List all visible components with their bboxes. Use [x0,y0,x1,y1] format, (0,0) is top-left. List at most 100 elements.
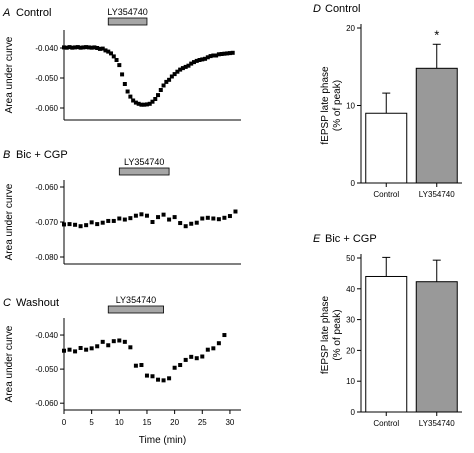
data-point [164,79,169,84]
data-point [78,224,83,229]
data-point [62,222,66,227]
bar [365,112,408,184]
data-point [95,222,100,227]
data-point [169,74,174,79]
panel-letter: B [3,149,10,161]
data-point [167,376,172,381]
data-point [230,50,235,55]
panel-title: Bic + CGP [16,149,68,161]
drug-label: LY354740 [124,157,164,167]
significance-marker: * [434,27,439,42]
panel-title: Control [325,3,360,15]
data-point [205,347,210,352]
data-point [147,101,152,106]
y-tick-label: 0 [351,408,356,417]
data-point [78,45,83,50]
data-point [144,213,149,218]
panel-letter: C [3,297,11,309]
data-point [100,220,105,225]
data-point [67,222,72,227]
data-point [156,377,161,382]
x-axis-label: Time (min) [139,435,186,446]
data-point [75,45,80,50]
y-tick-label: 20 [346,24,355,33]
data-point [183,224,188,229]
data-point [225,51,230,56]
data-point [211,216,216,221]
data-point [200,216,205,221]
data-point [161,212,166,217]
y-tick-label: -0.080 [35,253,58,262]
x-tick-label: 20 [170,418,179,427]
data-point [172,215,177,220]
data-point [191,60,196,65]
data-point [111,339,116,344]
data-point [73,45,78,50]
data-point [216,341,221,346]
data-point [120,72,125,77]
data-point [183,357,188,362]
data-point [194,356,199,361]
data-point [172,72,177,77]
data-point [84,223,89,228]
data-point [161,83,166,88]
data-point [73,222,78,227]
data-point [139,102,144,107]
data-point [100,339,105,344]
data-point [214,53,219,58]
data-point [150,220,155,224]
y-axis-label: fEPSP late phase [320,295,331,374]
data-point [111,218,116,223]
data-point [178,67,183,72]
data-point [186,63,191,68]
data-point [97,46,102,51]
data-point [222,215,227,220]
y-tick-label: -0.040 [35,331,58,340]
panel-d: D Control 0 10 20 fEPSP late phase (% of peak)… [313,3,462,199]
data-point [133,363,138,368]
y-tick-label: 10 [346,102,355,111]
data-point [89,346,94,351]
data-point [111,54,116,59]
data-point [122,339,127,344]
panel-c: C Washout -0.040 -0.050 -0.060 Area under cur… [3,295,241,446]
data-point [203,56,208,61]
y-axis-label-units: (% of peak) [332,309,343,360]
x-tick-label: 30 [225,418,234,427]
data-point [144,373,149,378]
data-point [156,93,161,98]
data-point [227,51,232,56]
y-tick-label: -0.060 [35,183,58,192]
y-tick-label: -0.060 [35,104,58,113]
data-point [208,54,213,59]
y-tick-label: 50 [346,254,355,263]
y-axis-label: Area under curve [4,36,15,113]
data-point [216,52,221,57]
data-point [84,347,89,352]
data-point [106,343,111,348]
data-point [150,99,155,104]
bar [415,67,458,184]
panel-a: A Control -0.040 -0.050 -0.060 Area under cur… [2,7,241,121]
x-tick-label: 25 [198,418,207,427]
data-point [150,374,155,379]
data-point [95,344,100,349]
data-point [103,48,108,53]
data-point [222,51,227,56]
data-point [62,45,66,50]
x-tick-label: Control [373,419,399,428]
data-point [197,58,202,62]
drug-bar [118,167,170,176]
panel-e: E Bic + CGP 0 10 20 30 40 50 fEPSP late phase (% … [313,233,462,428]
bar [365,275,408,413]
panel-title: Washout [16,297,59,309]
x-tick-label: LY354740 [419,419,455,428]
y-tick-label: -0.050 [35,74,58,83]
data-point [200,354,205,359]
data-point [78,345,83,350]
data-point [122,82,127,86]
data-point [117,338,122,343]
y-tick-label: -0.060 [35,399,58,408]
data-point [92,45,97,50]
